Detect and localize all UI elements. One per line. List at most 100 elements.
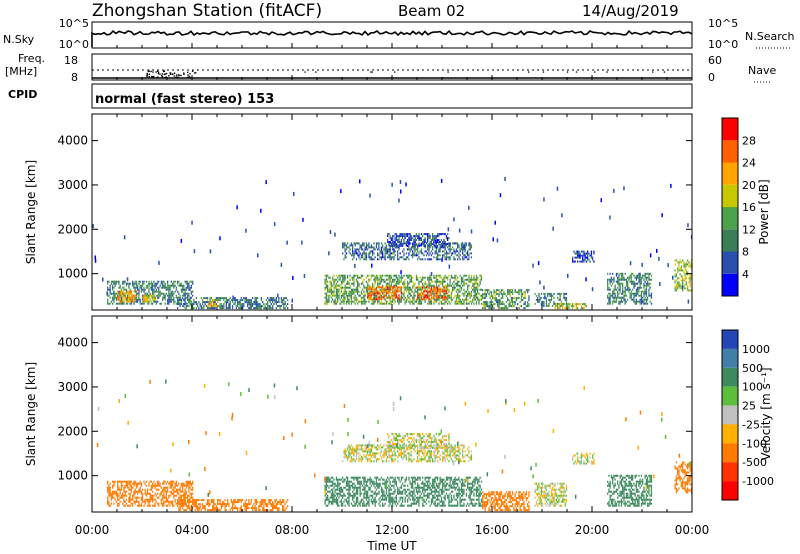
heatmap-cell [149, 492, 151, 495]
heatmap-cell [125, 298, 128, 301]
heatmap-cell [152, 302, 154, 305]
heatmap-cell [162, 292, 164, 295]
heatmap-cell [293, 191, 295, 196]
heatmap-cell [639, 298, 641, 301]
heatmap-cell [357, 482, 359, 485]
heatmap-cell [389, 256, 391, 259]
heatmap-cell [507, 307, 509, 310]
heatmap-cell [624, 290, 626, 293]
heatmap-cell [202, 499, 204, 502]
heatmap-cell [398, 237, 400, 240]
heatmap-cell [488, 289, 490, 292]
heatmap-cell [192, 307, 194, 310]
heatmap-cell [368, 294, 370, 297]
heatmap-cell [450, 292, 453, 295]
heatmap-cell [379, 298, 381, 301]
heatmap-cell [575, 252, 578, 255]
heatmap-cell [450, 248, 453, 251]
heatmap-cell [689, 275, 691, 278]
heatmap-cell [442, 282, 444, 285]
heatmap-cell [204, 303, 206, 306]
heatmap-cell [473, 276, 475, 279]
heatmap-cell [442, 254, 444, 257]
heatmap-cell [167, 498, 169, 501]
heatmap-cell [417, 302, 419, 305]
heatmap-cell [339, 500, 341, 503]
heatmap-cell [114, 490, 116, 493]
heatmap-cell [490, 301, 493, 304]
heatmap-cell [173, 490, 175, 493]
heatmap-cell [688, 261, 690, 264]
heatmap-cell [395, 246, 398, 249]
heatmap-cell [217, 297, 219, 300]
heatmap-cell [220, 303, 222, 306]
heatmap-cell [179, 505, 181, 508]
heatmap-cell [414, 239, 416, 241]
heatmap-cell [400, 274, 403, 277]
heatmap-cell [209, 307, 211, 310]
heatmap-cell [644, 296, 646, 299]
heatmap-cell [137, 500, 139, 503]
heatmap-cell [284, 301, 286, 304]
heatmap-cell [182, 499, 184, 502]
heatmap-cell [140, 502, 143, 505]
heatmap-cell [437, 294, 439, 297]
heatmap-cell [497, 301, 499, 304]
heatmap-cell [152, 490, 154, 493]
heatmap-cell [375, 296, 378, 299]
heatmap-cell [388, 244, 390, 247]
heatmap-cell [623, 290, 625, 293]
heatmap-cell [170, 296, 172, 299]
heatmap-cell [260, 501, 262, 504]
heatmap-cell [144, 498, 146, 501]
heatmap-cell [265, 299, 267, 302]
heatmap-cell [172, 292, 174, 295]
heatmap-cell [347, 488, 349, 491]
heatmap-cell [122, 484, 124, 487]
heatmap-cell [214, 503, 216, 506]
heatmap-cell [407, 298, 409, 301]
heatmap-cell [193, 501, 195, 504]
heatmap-cell [359, 488, 361, 491]
heatmap-cell [644, 298, 646, 301]
heatmap-cell [439, 286, 441, 289]
heatmap-cell [257, 303, 259, 306]
heatmap-cell [354, 244, 356, 247]
freq-point [447, 71, 449, 73]
heatmap-cell [425, 294, 427, 297]
heatmap-cell [142, 280, 144, 283]
heatmap-cell [397, 244, 399, 247]
heatmap-cell [123, 494, 125, 497]
heatmap-cell [477, 296, 479, 299]
heatmap-cell [152, 284, 154, 287]
heatmap-cell [463, 288, 465, 291]
heatmap-cell [280, 299, 282, 302]
heatmap-cell [162, 482, 164, 485]
heatmap-cell [522, 299, 524, 302]
heatmap-cell [642, 290, 644, 293]
heatmap-cell [144, 500, 146, 503]
heatmap-cell [169, 490, 171, 493]
heatmap-cell [228, 303, 230, 306]
heatmap-cell [237, 501, 239, 504]
heatmap-cell [359, 486, 361, 489]
heatmap-cell [185, 486, 187, 489]
heatmap-cell [343, 494, 345, 497]
heatmap-cell [275, 503, 277, 506]
heatmap-cell [327, 286, 329, 289]
heatmap-cell [457, 250, 459, 253]
heatmap-cell [208, 301, 210, 304]
heatmap-cell [117, 488, 119, 491]
heatmap-cell [453, 286, 455, 289]
heatmap-cell [150, 284, 153, 287]
heatmap-cell [273, 507, 275, 510]
heatmap-cell [468, 280, 470, 283]
heatmap-cell [335, 496, 338, 499]
heatmap-cell [126, 277, 129, 282]
heatmap-cell [324, 480, 326, 483]
heatmap-cell [380, 274, 383, 277]
heatmap-cell [374, 248, 376, 251]
heatmap-cell [187, 286, 189, 289]
heatmap-cell [512, 303, 514, 306]
heatmap-cell [360, 298, 362, 301]
